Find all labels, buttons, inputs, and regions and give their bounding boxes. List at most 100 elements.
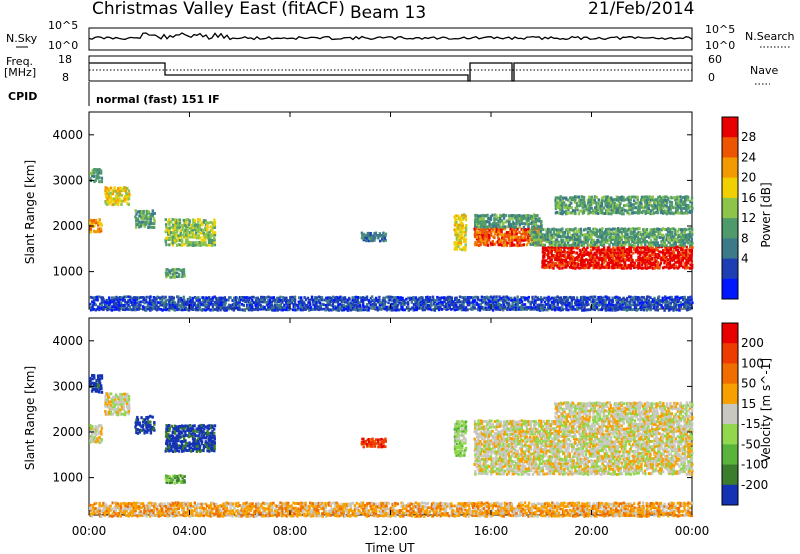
power-cell xyxy=(599,266,602,270)
power-cell xyxy=(604,301,607,304)
velocity-cell xyxy=(209,431,213,435)
velocity-cell xyxy=(106,405,109,409)
power-cell xyxy=(677,251,681,254)
power-cell xyxy=(481,222,484,226)
power-cell xyxy=(552,296,556,300)
power-cell xyxy=(674,300,677,304)
power-cell xyxy=(291,308,295,312)
power-cell xyxy=(509,244,512,248)
power-cell xyxy=(572,305,575,309)
power-cell xyxy=(165,223,168,226)
power-cell xyxy=(394,303,397,306)
power-cell xyxy=(660,203,663,207)
power-cell xyxy=(132,308,135,312)
power-cell xyxy=(505,231,509,234)
power-cell xyxy=(586,253,590,256)
power-cell xyxy=(556,264,559,268)
power-cell xyxy=(590,201,593,205)
power-cell xyxy=(588,265,591,269)
power-cell xyxy=(482,225,486,229)
power-cell xyxy=(339,295,342,299)
power-cell xyxy=(596,208,600,212)
power-cell xyxy=(268,301,272,304)
power-cell xyxy=(530,307,533,311)
velocity-cell xyxy=(173,439,177,442)
power-cell xyxy=(660,200,664,204)
power-cell xyxy=(459,221,462,225)
power-cell xyxy=(269,305,272,309)
power-cell xyxy=(436,302,439,306)
velocity-cell xyxy=(94,389,97,393)
power-cell xyxy=(579,198,583,202)
power-cell xyxy=(245,306,249,309)
power-cell xyxy=(631,230,635,234)
velocity-cell xyxy=(213,441,216,445)
power-cell xyxy=(531,222,534,226)
power-cell xyxy=(108,302,112,306)
power-cell xyxy=(89,295,93,299)
velocity-cell xyxy=(168,434,171,438)
power-cell xyxy=(545,246,548,250)
power-cell xyxy=(561,243,564,247)
velocity-cell xyxy=(104,398,107,402)
velocity-cell xyxy=(115,407,119,411)
velocity-cell xyxy=(117,397,120,401)
power-cell xyxy=(99,227,103,231)
power-cell xyxy=(182,303,185,307)
velocity-cell xyxy=(104,401,107,404)
power-cell xyxy=(618,203,621,207)
power-cell xyxy=(430,298,433,302)
power-cell xyxy=(590,251,593,255)
power-cell xyxy=(593,231,596,235)
power-cell xyxy=(376,300,380,304)
velocity-cell xyxy=(211,432,214,436)
power-cell xyxy=(533,307,536,311)
power-cell xyxy=(669,236,672,239)
power-cell xyxy=(439,306,442,309)
power-cell xyxy=(657,298,660,302)
power-cell xyxy=(545,263,548,267)
power-cell xyxy=(206,307,209,311)
power-cell xyxy=(660,235,664,239)
power-cell xyxy=(205,243,209,247)
power-cell xyxy=(93,168,96,172)
power-cell xyxy=(536,298,539,302)
power-cell xyxy=(367,308,370,312)
power-cell xyxy=(168,231,171,234)
power-cell xyxy=(301,303,304,307)
power-cell xyxy=(581,259,584,263)
power-cell xyxy=(490,233,493,237)
velocity-cell xyxy=(179,474,183,478)
power-cell xyxy=(665,244,668,248)
power-cell xyxy=(100,307,104,311)
power-cell xyxy=(299,308,302,312)
power-cell xyxy=(590,206,593,210)
power-cell xyxy=(189,235,192,239)
power-cell xyxy=(279,303,282,306)
power-cell xyxy=(462,226,465,230)
power-cell xyxy=(520,243,523,247)
velocity-cell xyxy=(95,433,98,437)
power-cell xyxy=(619,237,622,241)
power-cell xyxy=(484,302,487,306)
power-cell xyxy=(421,308,424,312)
power-cell xyxy=(583,298,586,302)
power-cell xyxy=(647,307,651,311)
power-cell xyxy=(671,300,674,304)
power-cell xyxy=(369,236,373,240)
power-cell xyxy=(179,235,183,239)
power-cell xyxy=(243,309,247,312)
noise-tick-right-top: 10^5 xyxy=(705,23,735,36)
power-cell xyxy=(557,306,561,310)
power-cell xyxy=(502,240,506,244)
velocity-cell xyxy=(190,432,193,436)
power-cell xyxy=(334,306,338,310)
power-cell xyxy=(577,228,580,232)
power-cell xyxy=(473,306,476,310)
power-cell xyxy=(241,308,245,312)
power-cell xyxy=(666,265,669,269)
power-cell xyxy=(647,254,651,258)
power-cell xyxy=(521,306,525,309)
power-cell xyxy=(484,243,487,247)
velocity-cell xyxy=(170,479,173,483)
